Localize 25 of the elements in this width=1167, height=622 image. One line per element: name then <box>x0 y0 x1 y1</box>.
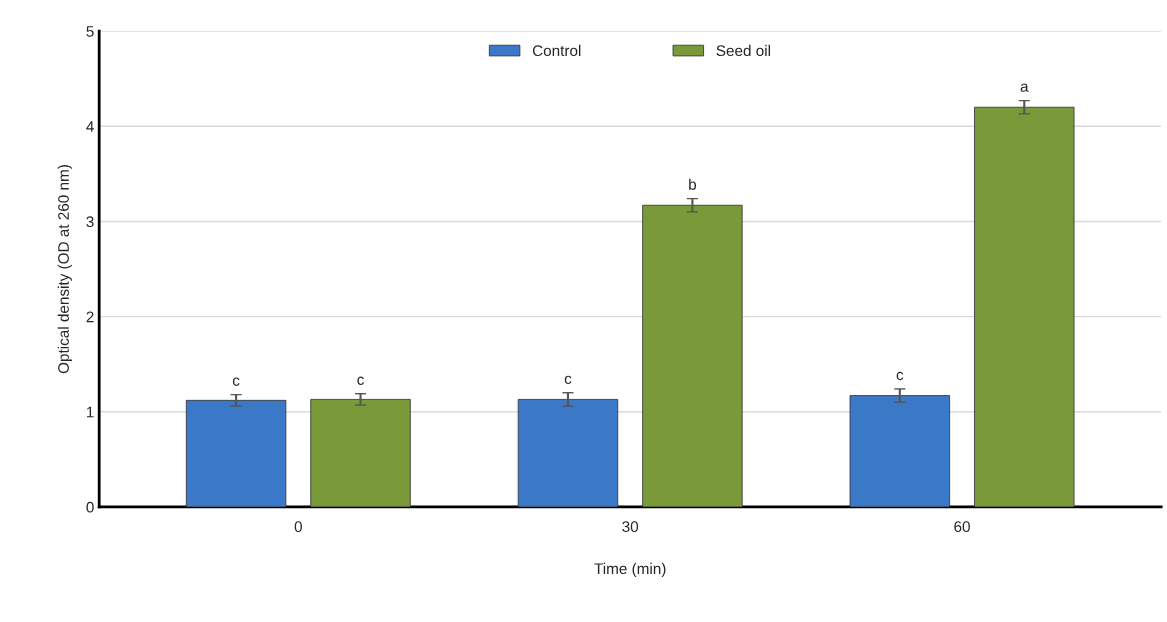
x-tick-label: 30 <box>622 521 639 533</box>
legend-label: Control <box>532 44 581 57</box>
bar <box>642 204 743 507</box>
legend-label: Seed oil <box>716 44 770 57</box>
data-label: a <box>1020 83 1029 92</box>
bar <box>849 395 951 507</box>
y-tick-label: 4 <box>86 121 94 132</box>
data-label: c <box>357 376 364 385</box>
y-tick-label: 0 <box>86 501 94 513</box>
x-axis-title: Time (min) <box>594 562 666 578</box>
bar <box>517 398 619 507</box>
bar <box>310 398 411 507</box>
bar <box>974 106 1075 507</box>
x-tick-label: 0 <box>294 521 302 533</box>
y-tick-label: 2 <box>86 311 94 323</box>
data-label: c <box>232 377 240 386</box>
x-tick-label: 60 <box>954 521 970 533</box>
data-label: c <box>896 371 904 381</box>
y-tick-label: 1 <box>87 406 94 418</box>
y-tick-label: 5 <box>86 26 94 37</box>
y-axis-title: Optical density (OD at 260 nm) <box>57 165 72 374</box>
bar <box>185 399 287 507</box>
data-label: b <box>689 178 697 190</box>
data-label: c <box>564 375 572 384</box>
y-tick-label: 3 <box>86 216 94 228</box>
